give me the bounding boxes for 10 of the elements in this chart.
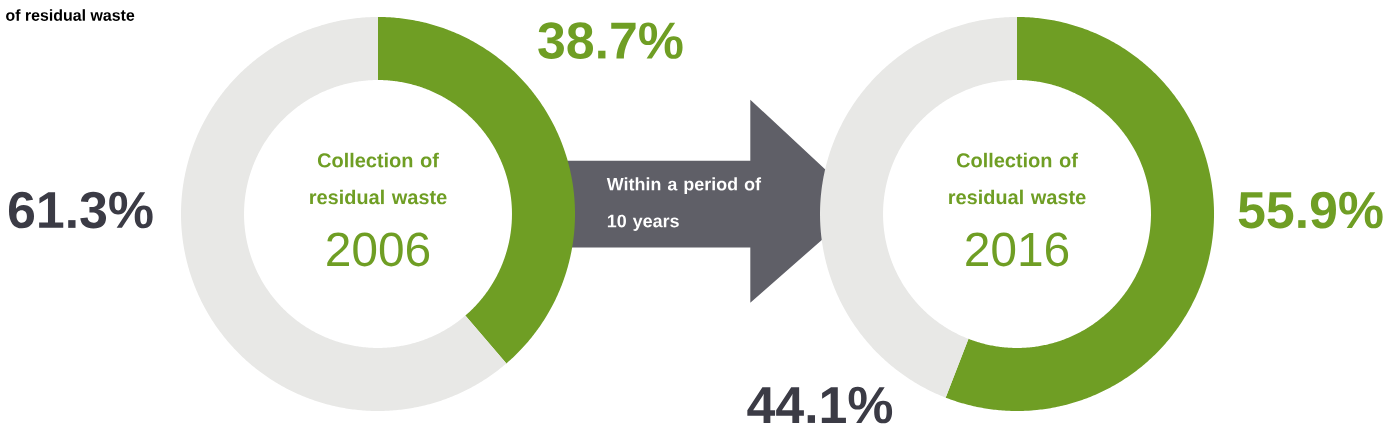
- data-label: 55.9%: [1238, 191, 1383, 229]
- chart-title: of residual waste: [6, 9, 135, 21]
- text: Collection of residual waste: [949, 152, 1086, 205]
- text: 2016: [966, 232, 1069, 267]
- text: Within a period of 10 years: [606, 177, 762, 231]
- data-label: 44.1%: [747, 386, 893, 424]
- text: Collection of residual waste: [310, 152, 447, 205]
- text: 2006: [327, 232, 430, 267]
- data-label: 61.3%: [8, 191, 153, 229]
- data-label: 38.7%: [538, 22, 683, 60]
